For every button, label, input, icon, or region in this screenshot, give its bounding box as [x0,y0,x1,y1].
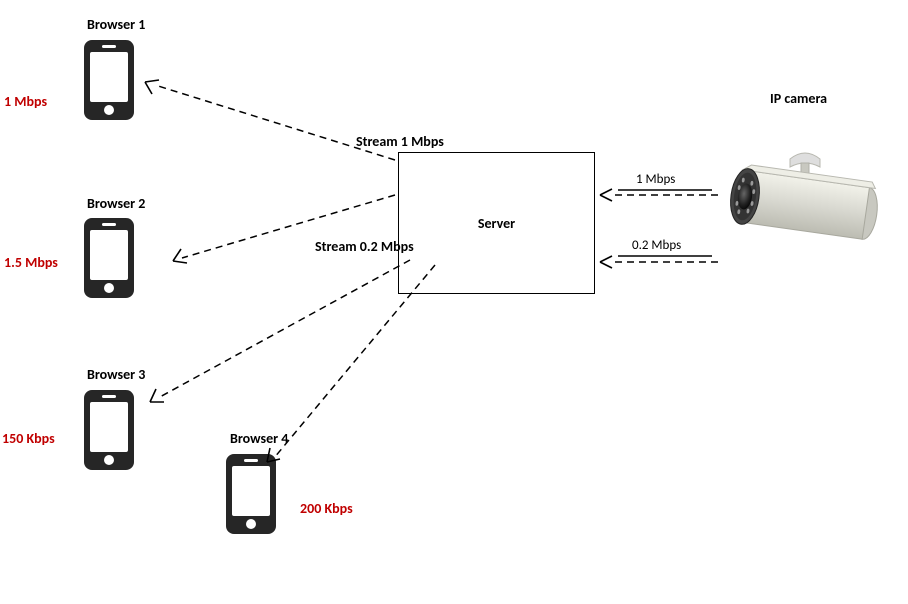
ip-camera-icon [715,145,895,290]
stream-high-label: Stream 1 Mbps [356,133,444,150]
server-label: Server [478,215,515,232]
browser-1-rate: 1 Mbps [4,93,47,110]
browser-2-rate: 1.5 Mbps [4,254,58,271]
camera-rate-top: 1 Mbps [636,172,675,187]
browser-3-title: Browser 3 [87,366,145,383]
camera-title: IP camera [770,90,827,107]
link-browser-3 [158,260,410,398]
browser-3-rate: 150 Kbps [2,430,55,447]
camera-rate-bottom: 0.2 Mbps [632,238,681,253]
browser-2-title: Browser 2 [87,195,145,212]
browser-4-rate: 200 Kbps [300,500,353,517]
phone-icon [84,218,134,298]
phone-icon [84,390,134,470]
stream-low-label: Stream 0.2 Mbps [315,238,414,255]
phone-icon [84,40,134,120]
phone-icon [226,454,276,534]
server-box: Server [398,152,595,294]
browser-4-title: Browser 4 [230,430,288,447]
browser-1-title: Browser 1 [87,16,145,33]
